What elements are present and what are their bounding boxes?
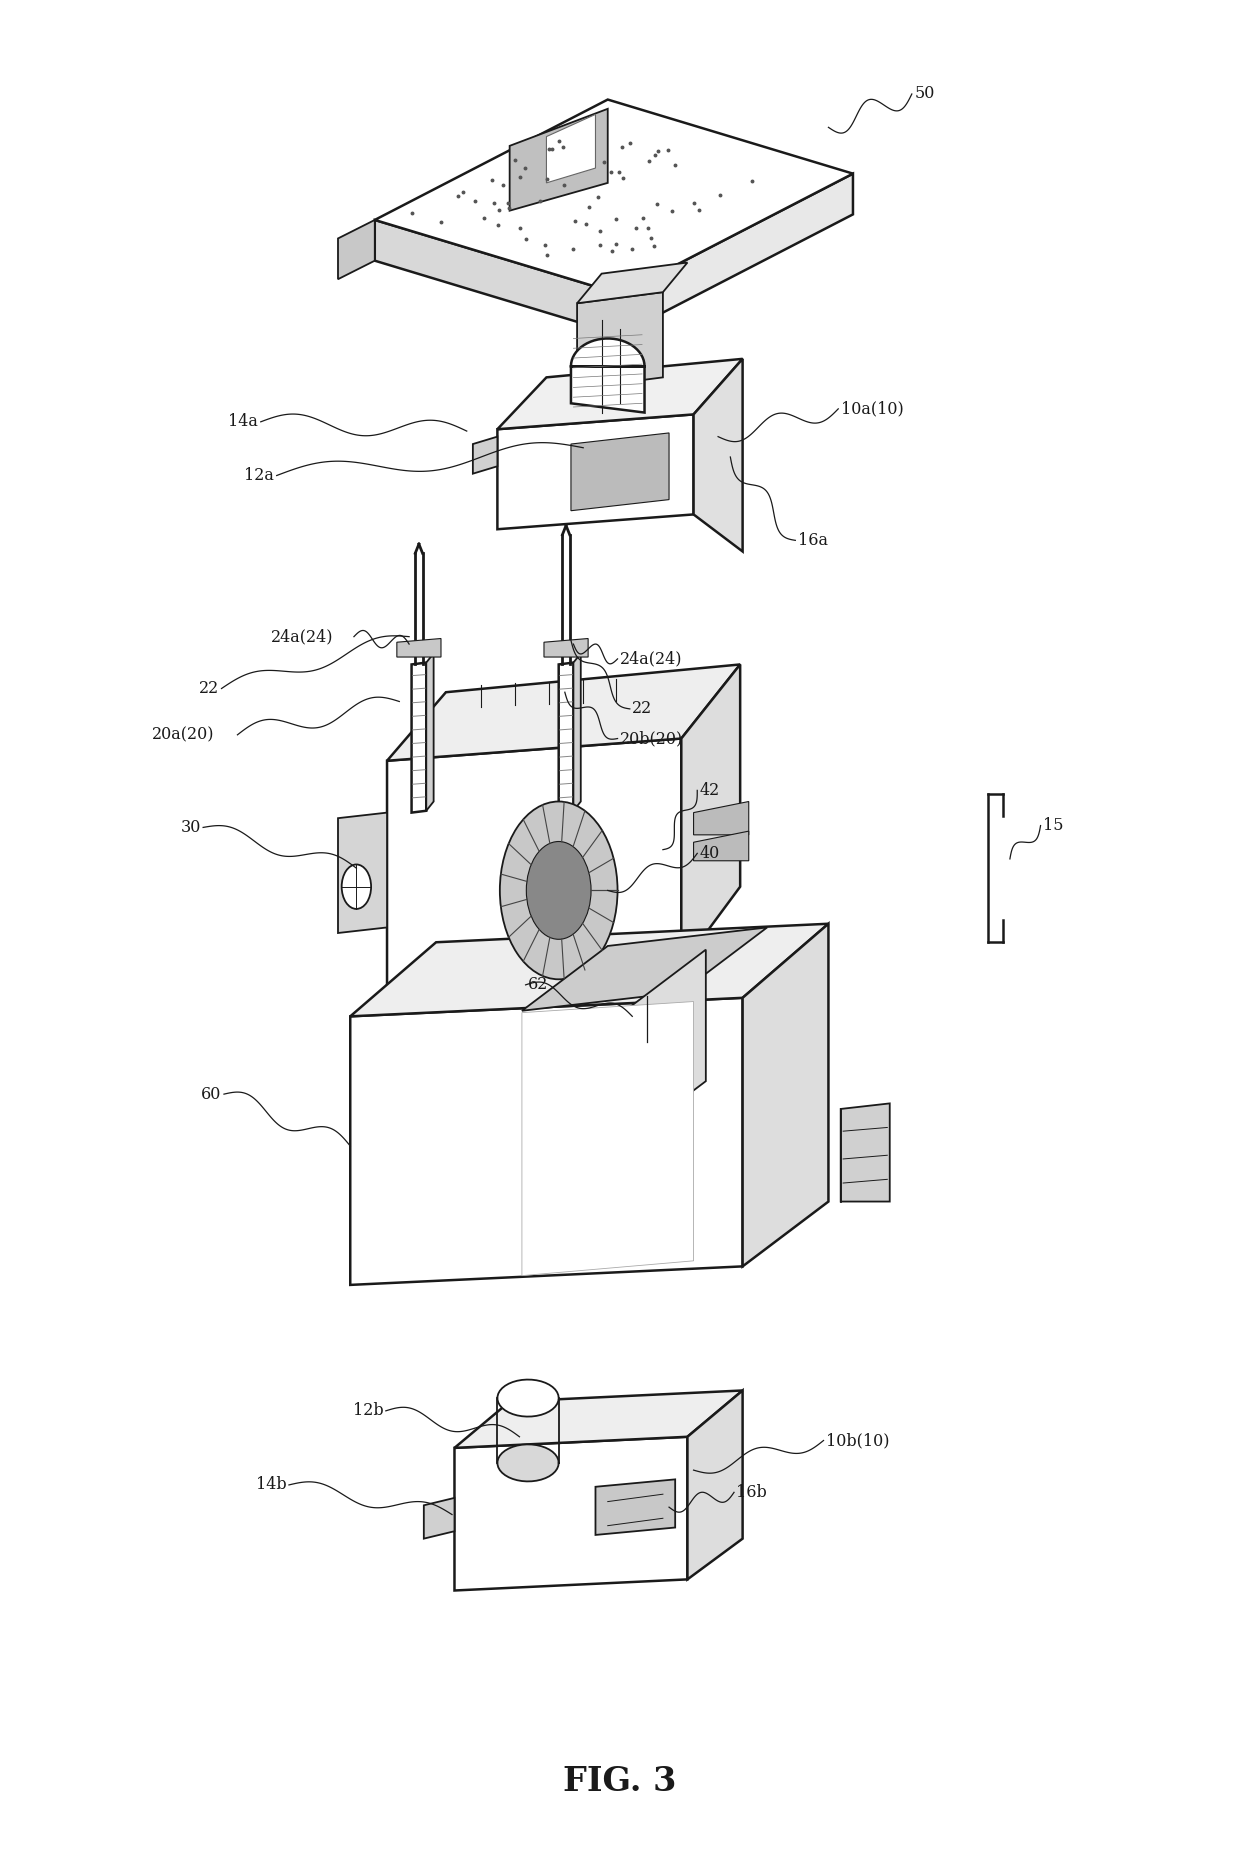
Polygon shape [522, 927, 768, 1011]
Polygon shape [339, 812, 387, 933]
Text: 10b(10): 10b(10) [826, 1431, 889, 1450]
Text: 20a(20): 20a(20) [151, 726, 215, 743]
Polygon shape [510, 108, 608, 211]
Circle shape [500, 802, 618, 980]
Polygon shape [412, 662, 427, 812]
Polygon shape [559, 662, 573, 812]
Polygon shape [570, 433, 670, 511]
Text: 14b: 14b [255, 1476, 286, 1493]
Polygon shape [573, 653, 580, 810]
Text: 30: 30 [180, 819, 201, 836]
Polygon shape [339, 220, 374, 280]
Polygon shape [577, 293, 663, 388]
Text: 22: 22 [632, 700, 652, 717]
Polygon shape [497, 1379, 559, 1416]
Polygon shape [743, 924, 828, 1267]
Polygon shape [577, 263, 687, 304]
Polygon shape [522, 1002, 693, 1276]
Polygon shape [497, 1444, 559, 1482]
Text: 14a: 14a [228, 412, 258, 431]
Polygon shape [693, 358, 743, 552]
Polygon shape [693, 830, 749, 860]
Circle shape [342, 864, 371, 909]
Polygon shape [374, 99, 853, 295]
Text: 60: 60 [201, 1086, 222, 1103]
Polygon shape [681, 664, 740, 967]
Polygon shape [427, 653, 434, 810]
Polygon shape [693, 802, 749, 834]
Polygon shape [387, 739, 681, 989]
Polygon shape [455, 1390, 743, 1448]
Text: 16a: 16a [797, 532, 828, 549]
Polygon shape [497, 358, 743, 429]
Polygon shape [620, 174, 853, 334]
Text: 40: 40 [699, 845, 720, 862]
Text: 62: 62 [528, 976, 548, 993]
Polygon shape [595, 1480, 675, 1536]
Polygon shape [620, 950, 706, 1146]
Polygon shape [455, 1437, 687, 1590]
Text: 15: 15 [1043, 817, 1064, 834]
Polygon shape [544, 638, 588, 657]
Polygon shape [374, 220, 620, 334]
Text: 24a(24): 24a(24) [270, 629, 334, 646]
Text: 12b: 12b [352, 1403, 383, 1420]
Polygon shape [570, 338, 645, 412]
Polygon shape [841, 1103, 890, 1202]
Polygon shape [472, 437, 497, 474]
Polygon shape [547, 114, 595, 183]
Polygon shape [687, 1390, 743, 1579]
Polygon shape [424, 1498, 455, 1539]
Polygon shape [350, 998, 743, 1286]
Text: 16b: 16b [737, 1483, 768, 1500]
Text: 20b(20): 20b(20) [620, 730, 683, 746]
Circle shape [526, 842, 591, 939]
Text: FIG. 3: FIG. 3 [563, 1765, 677, 1797]
Text: 22: 22 [198, 679, 219, 698]
Text: 10a(10): 10a(10) [841, 401, 904, 418]
Polygon shape [350, 924, 828, 1017]
Text: 12a: 12a [244, 466, 274, 483]
Polygon shape [497, 414, 693, 530]
Polygon shape [397, 638, 441, 657]
Text: 50: 50 [914, 86, 935, 103]
Polygon shape [387, 664, 740, 761]
Text: 42: 42 [699, 782, 720, 799]
Text: 24a(24): 24a(24) [620, 651, 682, 668]
